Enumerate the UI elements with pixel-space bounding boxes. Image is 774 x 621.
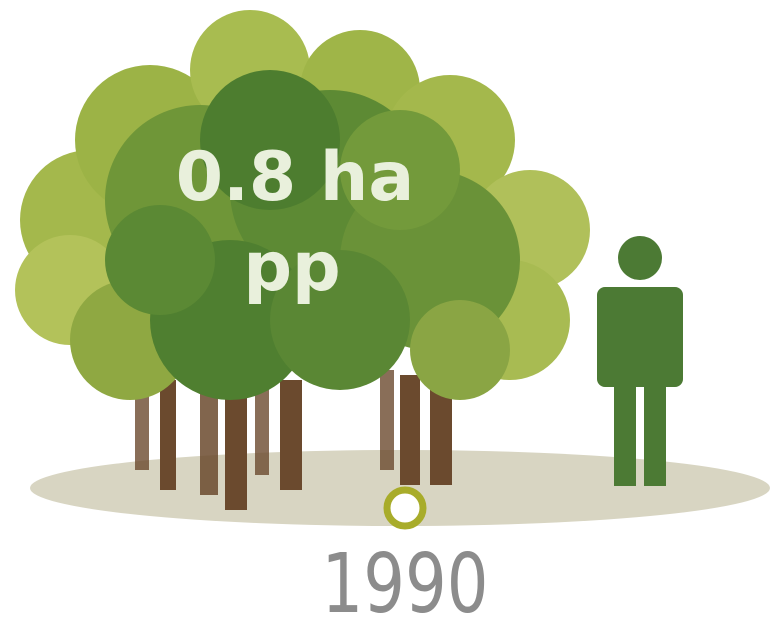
trunks (135, 370, 452, 510)
year-label: 1990 (322, 536, 489, 621)
person-icon (597, 236, 683, 486)
tree-canopy (15, 10, 590, 400)
area-value: 0.8 ha (176, 138, 414, 217)
area-unit: pp (243, 228, 340, 307)
year-marker (383, 486, 427, 530)
